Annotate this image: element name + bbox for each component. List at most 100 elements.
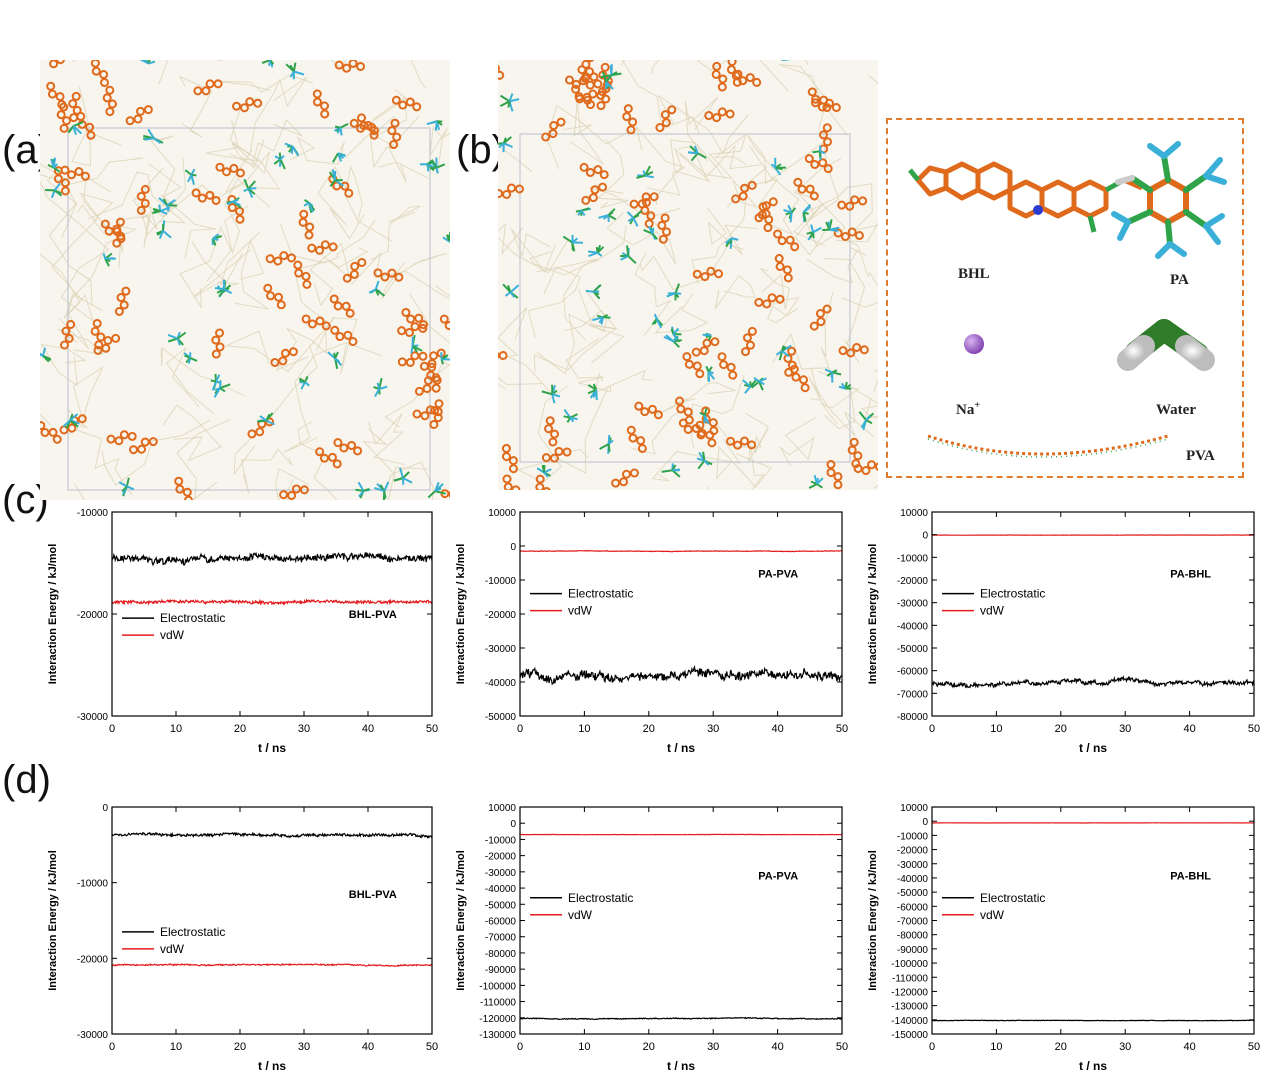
x-tick-label: 10 xyxy=(578,723,590,735)
bhl-ring xyxy=(419,320,428,330)
pa-bond xyxy=(802,203,812,213)
bhl-ring xyxy=(86,130,96,140)
pa-bond xyxy=(636,174,646,179)
pva-chain xyxy=(684,97,719,162)
bhl-molecule xyxy=(535,474,552,490)
x-axis-label: t / ns xyxy=(258,1059,286,1073)
bhl-ring xyxy=(298,217,308,227)
pva-chain xyxy=(872,369,878,393)
bhl-ring xyxy=(718,74,728,84)
bhl-ring xyxy=(733,440,743,450)
pva-chain xyxy=(57,328,104,355)
bhl-ring xyxy=(628,433,638,443)
pa-molecule xyxy=(802,203,812,223)
bhl-ring xyxy=(805,184,815,194)
y-tick-label: -20000 xyxy=(485,610,517,621)
bhl-ring xyxy=(335,332,345,342)
bhl-ring xyxy=(299,209,309,219)
bhl-ring xyxy=(626,125,636,135)
y-tick-label: -30000 xyxy=(77,1030,109,1041)
pa-bond xyxy=(279,158,286,170)
pa-bond xyxy=(125,477,130,487)
pa-bond xyxy=(598,214,609,219)
pva-chain xyxy=(817,291,834,378)
snapshot-b-drawing xyxy=(498,60,878,490)
pa-molecule xyxy=(273,152,286,170)
x-tick-label: 10 xyxy=(578,1041,590,1053)
bhl-ring xyxy=(235,214,245,224)
bhl-ring xyxy=(148,437,158,447)
pva-chain xyxy=(378,115,429,183)
bhl-ring xyxy=(711,69,721,79)
bhl-molecule xyxy=(330,325,358,347)
bhl-molecule xyxy=(498,183,524,199)
pva-chain xyxy=(563,226,627,341)
bhl-ring xyxy=(763,223,773,233)
bhl-molecule xyxy=(174,476,193,500)
pa-bond xyxy=(607,214,617,221)
bhl-molecule xyxy=(93,333,121,355)
bhl-ring xyxy=(838,346,848,356)
bhl-molecule xyxy=(581,182,608,205)
pa-molecule xyxy=(563,409,578,423)
pa-bond xyxy=(215,380,222,384)
pa-bond xyxy=(212,237,219,241)
pva-chain xyxy=(714,274,756,310)
bhl-ring xyxy=(96,332,106,342)
bhl-ring xyxy=(833,228,843,238)
pva-chain xyxy=(234,239,269,310)
bhl-ring xyxy=(582,92,592,102)
legend-label-electrostatic: Electrostatic xyxy=(160,611,225,625)
bhl-ring xyxy=(598,70,608,80)
bhl-ring xyxy=(846,348,856,358)
bhl-ring xyxy=(427,359,437,369)
bhl-ring xyxy=(136,205,146,215)
bhl-ring xyxy=(357,258,367,268)
chart-d3: 0 10 20 30 40 50 10000 0 -10000 -20000 -30000 -4000… xyxy=(850,795,1262,1080)
bhl-ring xyxy=(708,418,718,428)
pa-bond xyxy=(503,136,512,144)
bhl-ring xyxy=(235,168,245,178)
x-tick-label: 20 xyxy=(234,1041,246,1053)
bhl-molecule xyxy=(412,405,443,421)
pa-bond xyxy=(592,316,604,322)
bhl-ring xyxy=(419,361,429,371)
pa-bond xyxy=(675,292,682,295)
bhl-ring xyxy=(707,438,717,448)
pva-chain xyxy=(779,416,817,467)
bhl-ring xyxy=(60,186,70,196)
y-tick-label: 10000 xyxy=(488,803,516,814)
bhl-ring xyxy=(100,78,110,88)
bhl-ring xyxy=(334,60,344,70)
pa-bond xyxy=(703,459,710,466)
chart-d1-svg: 0 10 20 30 40 50 0 -10000 -20000 -30000 t / ns Inte… xyxy=(47,803,438,1073)
bhl-ring xyxy=(349,269,359,279)
bhl-ring xyxy=(822,304,832,314)
bhl-ring xyxy=(701,406,711,416)
bhl-ring xyxy=(270,357,280,367)
pa-bond xyxy=(831,369,838,374)
y-tick-label: -10000 xyxy=(485,835,517,846)
legend-label-electrostatic: Electrostatic xyxy=(568,891,633,905)
pva-chain xyxy=(651,60,660,75)
pa-bond xyxy=(211,238,217,246)
bhl-ring xyxy=(406,314,416,324)
bhl-ring xyxy=(68,99,78,109)
pva-chain xyxy=(233,344,318,476)
bhl-molecule xyxy=(334,60,366,73)
bhl-ring xyxy=(717,82,727,92)
bhl-ring xyxy=(52,434,62,444)
bhl-ring xyxy=(598,182,608,192)
bhl-ring xyxy=(112,238,122,248)
bhl-ring xyxy=(851,459,861,469)
bhl-ring xyxy=(593,79,603,89)
bhl-molecule xyxy=(717,352,738,380)
bhl-ring xyxy=(288,347,298,357)
pva-chain xyxy=(176,418,231,500)
pva-chain xyxy=(639,243,744,291)
bhl-ring xyxy=(49,60,59,69)
bhl-molecule xyxy=(342,258,367,283)
bhl-ring xyxy=(293,260,303,270)
bhl-molecule xyxy=(501,444,518,474)
bhl-ring xyxy=(565,75,574,85)
